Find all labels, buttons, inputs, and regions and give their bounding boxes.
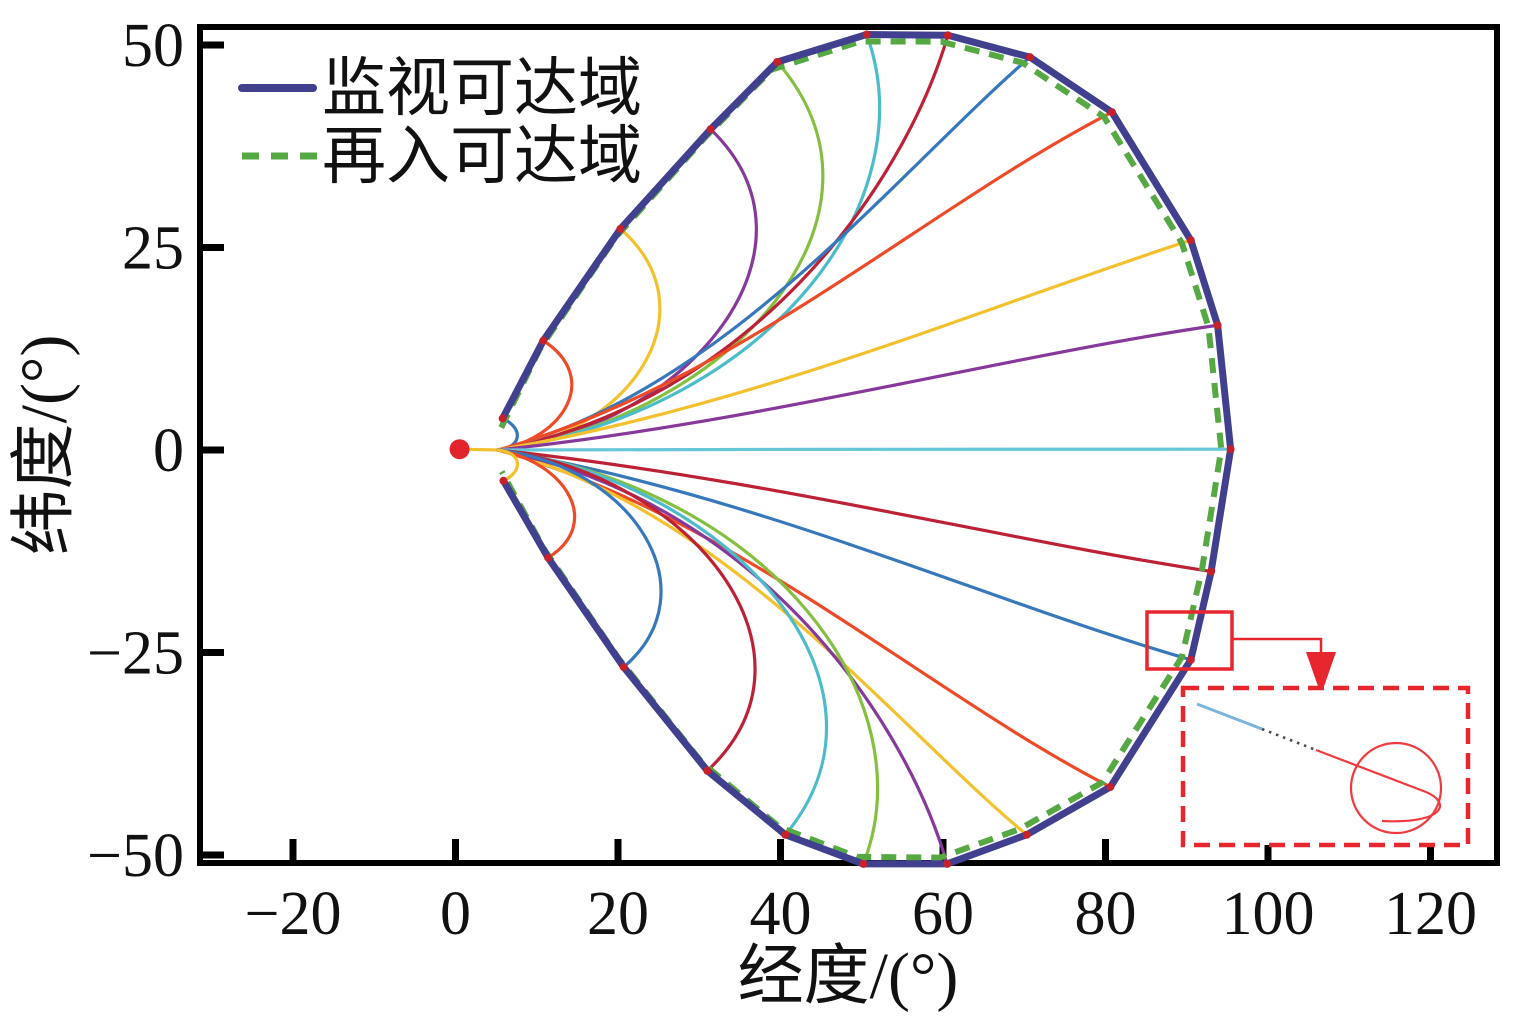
trajectory-line (496, 448, 1213, 574)
x-tick-label: 40 (750, 880, 812, 948)
x-tick-label: 0 (440, 880, 471, 948)
boundary-vertex-dot (544, 553, 553, 562)
x-tick-label: 60 (912, 880, 974, 948)
boundary-vertex-dot (499, 476, 508, 485)
boundary-vertex-dot (1106, 782, 1115, 791)
zoom-inset (1145, 610, 1471, 848)
y-tick-label: −50 (87, 822, 184, 890)
boundary-vertex-dot (773, 58, 782, 67)
trajectory-line (496, 33, 950, 452)
boundary-vertex-dot (706, 125, 715, 134)
boundary-vertex-dot (859, 859, 868, 868)
boundary-vertex-dot (498, 414, 507, 423)
inset-trajectory-blue-segment (1196, 702, 1263, 731)
boundary-vertex-dot (1025, 53, 1034, 62)
trajectory-line (496, 32, 882, 452)
boundary-vertex-dot (539, 336, 548, 345)
inset-trajectory-dotted-segment (1261, 727, 1317, 752)
trajectory-line (496, 238, 1193, 452)
chart-content: −20 0 20 40 60 80 100 120 50 25 0 −25 −50 (87, 12, 1477, 948)
legend-label-surveillance: 监视可达域 (322, 53, 642, 124)
y-tick-label: 50 (122, 12, 184, 80)
trajectory-line (496, 448, 1193, 662)
inset-connector-line (1232, 637, 1323, 652)
trajectory-line (496, 110, 1114, 452)
trajectory-line (496, 447, 1233, 452)
y-tick-label: 25 (122, 215, 184, 283)
boundary-vertex-dot (943, 31, 952, 40)
trajectory-line (496, 448, 520, 483)
inset-terminal-circle (1349, 741, 1443, 835)
boundary-vertex-dot (1022, 830, 1031, 839)
boundary-vertex-dot (943, 859, 952, 868)
x-tick-label: 80 (1075, 880, 1137, 948)
boundary-vertex-dot (1186, 655, 1195, 664)
boundary-vertex-dot (1108, 108, 1116, 117)
legend: 监视可达域 再入可达域 (238, 53, 642, 192)
x-tick-label: 120 (1384, 880, 1477, 948)
x-tick-label: 100 (1222, 880, 1315, 948)
boundary-vertex-dot (1213, 321, 1222, 330)
y-tick-label: −25 (87, 620, 184, 688)
trajectory-line (496, 323, 1220, 452)
boundary-vertex-dot (862, 30, 871, 39)
boundary-vertex-dot (1207, 567, 1216, 576)
trajectory-line (496, 448, 757, 773)
inset-trajectory-red-segment (1315, 748, 1427, 794)
trajectory-line (496, 448, 949, 866)
y-tick-label: 0 (153, 417, 184, 485)
trajectory-line (496, 448, 577, 560)
boundary-vertex-dot (1226, 445, 1235, 454)
trajectory-line (496, 448, 663, 669)
plot-frame (197, 24, 1500, 866)
inset-terminal-hook (1381, 790, 1441, 823)
boundary-vertex-dot (1186, 236, 1195, 245)
x-tick-label: 20 (587, 880, 649, 948)
trajectory-line (496, 448, 829, 837)
boundary-vertex-dot (781, 830, 790, 839)
boundary-vertex-dot (703, 766, 712, 775)
boundary-vertex-dot (616, 224, 625, 233)
inset-highlight-rect (1145, 610, 1234, 671)
y-axis-title: 纬度/(°) (8, 335, 81, 556)
legend-label-reentry: 再入可达域 (322, 121, 642, 192)
start-point-marker (449, 439, 470, 460)
boundary-vertex-dot (619, 663, 628, 672)
x-axis-title: 经度/(°) (738, 940, 959, 1013)
x-tick-label: −20 (245, 880, 342, 948)
inset-arrow-icon (1306, 652, 1336, 695)
